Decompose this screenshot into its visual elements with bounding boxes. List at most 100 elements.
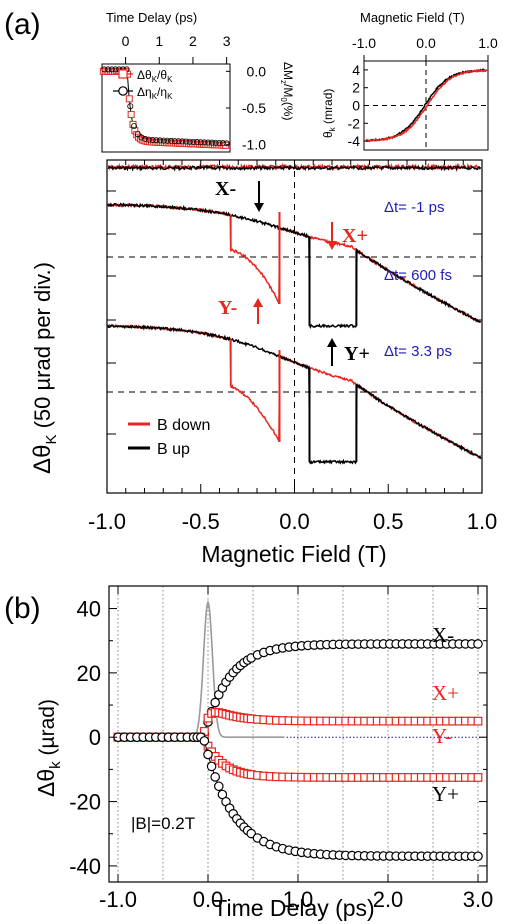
series-marker-square xyxy=(473,773,483,782)
arrow-x-plus-head xyxy=(327,241,337,250)
inset-right-yticks: 4 2 0-2 -4 xyxy=(348,62,368,149)
panel-b-label: (b) xyxy=(4,592,41,625)
inset-left-xtick-label: 0 xyxy=(122,33,130,49)
panel-a-xtick-label: 0.0 xyxy=(279,509,310,534)
panel-a-guides xyxy=(107,160,482,493)
inset-left-marker-circle xyxy=(112,66,119,73)
panel-b-series xyxy=(113,639,483,862)
panel-b-xlabel: Time Delay (ps) xyxy=(213,895,374,921)
panel-b-xtick-label: 3.0 xyxy=(463,887,494,912)
legend-marker-square xyxy=(118,69,128,79)
arrow-x-minus-head xyxy=(254,203,264,212)
legend-label-b-up: B up xyxy=(157,441,190,458)
inset-left-marker-circle xyxy=(205,139,212,146)
inset-left-xtick-label: 3 xyxy=(223,33,231,49)
inset-left-yticks: 0.0 -0.5 -1.0 xyxy=(226,63,267,153)
inset-left-marker-square xyxy=(127,110,135,118)
series-marker-circle xyxy=(473,851,483,862)
inset-left-marker-circle xyxy=(145,136,152,143)
series-marker-circle xyxy=(214,781,224,792)
inset-left-legend: ΔθK/θK ΔηK/ηK xyxy=(113,68,173,101)
inset-left-marker-circle xyxy=(171,138,178,145)
panel-b-ytick-labels: 40 20 0 -20 -40 xyxy=(69,597,101,879)
inset-left-xticks: 0 1 2 3 xyxy=(122,33,231,64)
arrow-y-minus-head xyxy=(253,298,263,307)
inset-left-marker-circle xyxy=(193,139,200,146)
inset-left-marker-circle xyxy=(190,138,197,145)
panel-b-annotation: |B|=0.2T xyxy=(131,814,195,833)
inset-left-ytick-label: 0.0 xyxy=(247,63,267,79)
inset-right-ylabel: θk (mrad) xyxy=(321,89,337,138)
inset-left-marker-circle xyxy=(108,66,115,73)
inset-left-marker-circle xyxy=(197,139,204,146)
legend-label-theta: ΔθK/θK xyxy=(137,68,173,84)
panel-a-legend: B down B up xyxy=(128,417,210,458)
inset-left-marker-circle xyxy=(208,139,215,146)
inset-left-marker-circle xyxy=(175,138,182,145)
series-marker-circle xyxy=(203,749,213,760)
series-marker-square xyxy=(473,716,483,726)
panel-b-xtick-labels: -1.0 0.0 1.0 2.0 3.0 xyxy=(99,887,493,912)
panel-a-traces xyxy=(107,162,482,465)
trace-label-600fs: Δt= 600 fs xyxy=(384,267,452,284)
inset-right-xtick-label: 0.0 xyxy=(416,35,436,51)
legend-label-b-down: B down xyxy=(157,417,210,434)
inset-left-marker-circle xyxy=(127,103,134,110)
series-marker-circle xyxy=(210,697,220,708)
panel-a-label: (a) xyxy=(4,8,41,41)
inset-left-marker-circle xyxy=(223,140,230,147)
inset-left-marker-circle xyxy=(105,66,112,73)
inset-left-xtick-label: 1 xyxy=(155,33,163,49)
inset-right-ytick-label: -4 xyxy=(348,133,361,149)
inset-left-marker-circle xyxy=(153,137,160,144)
inset-right-xtick-label: -1.0 xyxy=(352,35,376,51)
inset-right-curve-down xyxy=(365,68,488,143)
series-label-x-minus: X- xyxy=(432,623,454,647)
annotation-y-minus: Y- xyxy=(218,297,237,319)
inset-right-ytick-label: -2 xyxy=(348,115,361,131)
inset-left-ytick-label: -1.0 xyxy=(242,137,266,153)
inset-left-marker-circle xyxy=(168,137,175,144)
inset-left: Time Delay (ps) 0 1 2 3 ΔθK/θK ΔηK/ηK 0.0 -0… xyxy=(99,10,295,153)
inset-right-ytick-label: 2 xyxy=(352,80,360,96)
panel-b-axes xyxy=(108,585,488,883)
panel-b-ylabel: Δθk (µrad) xyxy=(33,699,64,797)
panel-b-series-labels: X- X+ Y- Y+ xyxy=(432,623,459,806)
panel-a-xtick-label: 1.0 xyxy=(467,509,498,534)
panel-a-annotations: X- X+ Y- Y+ xyxy=(215,178,370,366)
inset-left-marker-circle xyxy=(101,66,108,73)
legend-label-eta: ΔηK/ηK xyxy=(137,85,173,101)
panel-b-ytick-label: 20 xyxy=(77,661,101,686)
panel-b-xtick-label: -1.0 xyxy=(99,887,137,912)
inset-left-marker-circle xyxy=(134,131,141,138)
panel-b-xtick-label: 2.0 xyxy=(373,887,404,912)
inset-left-marker-circle xyxy=(219,140,226,147)
inset-left-marker-circle xyxy=(164,137,171,144)
series-label-y-plus: Y+ xyxy=(432,782,459,806)
inset-left-marker-circle xyxy=(138,134,145,141)
series-marker-circle xyxy=(473,639,483,649)
series-marker-circle xyxy=(210,772,220,782)
inset-left-marker-circle xyxy=(201,139,208,146)
panel-a-axes xyxy=(106,159,483,494)
annotation-x-plus: X+ xyxy=(342,225,368,247)
panel-b-xtick-label: 0.0 xyxy=(193,887,224,912)
inset-right-ytick-label: 4 xyxy=(352,62,360,78)
inset-left-marker-circle xyxy=(130,123,137,130)
trace-3p3ps-up xyxy=(107,324,482,465)
panel-a-xtick-labels: -1.0 -0.5 0.0 0.5 1.0 xyxy=(88,509,497,534)
inset-right: Magnetic Field (T) -1.0 0.0 1.0 4 2 0-2 -4 θk… xyxy=(321,10,498,151)
inset-left-ytick-label: -0.5 xyxy=(242,100,266,116)
inset-right-xticks: -1.0 0.0 1.0 xyxy=(352,35,498,61)
trace-600fs-up xyxy=(107,202,482,330)
series-marker-circle xyxy=(206,761,217,772)
series-marker-circle xyxy=(199,736,210,746)
panel-b-ytick-label: 40 xyxy=(77,597,101,622)
panel-b-ytick-label: -20 xyxy=(69,790,101,815)
inset-left-line xyxy=(105,70,226,146)
inset-right-xtick-label: 1.0 xyxy=(478,35,498,51)
panel-b-xtick-label: 1.0 xyxy=(283,887,314,912)
panel-a: -1.0 -0.5 0.0 0.5 1.0 Magnetic Field (T) ΔθK… xyxy=(29,159,497,567)
inset-left-marker-circle xyxy=(160,137,167,144)
